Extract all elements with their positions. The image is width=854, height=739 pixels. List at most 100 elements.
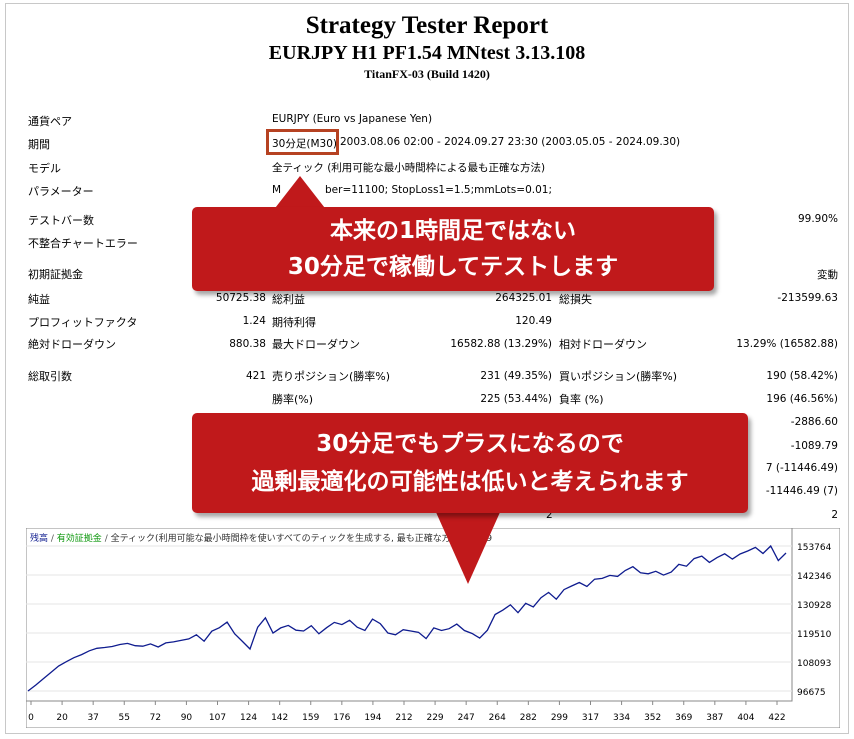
period-value: 2003.08.06 02:00 - 2024.09.27 23:30 (200… <box>340 136 681 148</box>
long-positions-label: 買いポジション(勝率%) <box>559 370 678 383</box>
loss-trades-label: 負率 (%) <box>559 393 604 406</box>
balance-chart: 153764 142346 130928 119510 108093 96675 0 20 3… <box>26 528 840 728</box>
x-tick-label: 159 <box>302 713 319 723</box>
x-tick-label: 264 <box>489 713 506 723</box>
x-tick-label: 299 <box>551 713 568 723</box>
stat-right-2: -1089.79 <box>790 440 838 452</box>
period-label: 期間 <box>28 138 50 151</box>
report-build: TitanFX-03 (Build 1420) <box>364 67 490 81</box>
x-axis-ticks: 0 20 37 55 72 90 107 124 142 159 176 194 212 229 247 26… <box>28 701 786 723</box>
chart-grid <box>26 545 792 692</box>
stat-right-5: 2 <box>831 509 838 521</box>
short-positions-label: 売りポジション(勝率%) <box>272 370 391 383</box>
x-tick-label: 90 <box>181 713 193 723</box>
y-axis-ticks: 153764 142346 130928 119510 108093 96675 <box>797 543 832 698</box>
rel-drawdown-value: 13.29% (16582.88) <box>736 338 838 350</box>
y-tick-label: 142346 <box>797 572 832 582</box>
max-drawdown-value: 16582.88 (13.29%) <box>450 338 552 350</box>
mismatch-label: 不整合チャートエラー <box>28 237 138 250</box>
x-tick-label: 37 <box>87 713 98 723</box>
short-positions-value: 231 (49.35%) <box>480 370 552 382</box>
gross-profit-label: 総利益 <box>272 293 305 306</box>
y-tick-label: 153764 <box>797 543 832 553</box>
x-tick-label: 55 <box>119 713 130 723</box>
report-subtitle: EURJPY H1 PF1.54 MNtest 3.13.108 <box>268 42 586 64</box>
params-value-start: M <box>272 184 282 196</box>
balance-series-line <box>27 544 787 692</box>
params-label: パラメーター <box>28 185 94 198</box>
x-tick-label: 404 <box>737 713 754 723</box>
long-positions-value: 190 (58.42%) <box>766 370 838 382</box>
callout-2-pointer <box>435 510 501 584</box>
y-tick-label: 119510 <box>797 630 832 640</box>
gross-loss-label: 総損失 <box>559 293 592 306</box>
x-tick-label: 369 <box>675 713 692 723</box>
period-timeframe: 30分足(M30) <box>272 138 337 150</box>
legend-balance: 残高 <box>30 534 49 544</box>
stat-right-1: -2886.60 <box>790 416 838 428</box>
timeframe-highlight-box <box>266 129 339 155</box>
stat-mid-5: 2 <box>546 509 553 521</box>
model-value: 全ティック (利用可能な最小時間枠による最も正確な方法) <box>272 162 546 174</box>
abs-drawdown-value: 880.38 <box>229 338 266 350</box>
spread-value: 変動 <box>817 269 838 281</box>
x-tick-label: 20 <box>56 713 68 723</box>
win-trades-value: 225 (53.44%) <box>480 393 552 405</box>
expected-payoff-label: 期待利得 <box>272 316 316 329</box>
x-tick-label: 387 <box>706 713 723 723</box>
x-tick-label: 422 <box>768 713 785 723</box>
callout-1-line-2: 30分足で稼働してテストします <box>287 254 619 280</box>
abs-drawdown-label: 絶対ドローダウン <box>28 338 116 351</box>
x-tick-label: 72 <box>150 713 161 723</box>
gross-loss-value: -213599.63 <box>777 292 838 304</box>
report-title: Strategy Tester Report <box>305 12 549 39</box>
x-tick-label: 0 <box>28 713 34 723</box>
chart-legend: 残高 / 有効証拠金 / 全ティック(利用可能な最小時間枠を使いすべてのティック… <box>30 531 492 544</box>
x-tick-label: 107 <box>209 713 226 723</box>
x-tick-label: 194 <box>364 713 381 723</box>
callout-timeframe-note: 本来の1時間足ではない 30分足で稼働してテストします <box>192 207 714 291</box>
params-value: ber=11100; StopLoss1=1.5;mmLots=0.01; <box>325 184 552 196</box>
x-tick-label: 247 <box>458 713 475 723</box>
y-tick-label: 96675 <box>797 688 826 698</box>
profit-factor-value: 1.24 <box>242 315 266 327</box>
callout-2-line-1: 30分足でもプラスになるので <box>316 431 624 457</box>
legend-model: 全ティック(利用可能な最小時間枠を使いすべてのティックを生成する, 最も正確な方… <box>110 534 464 544</box>
callout-1-line-1: 本来の1時間足ではない <box>329 218 576 244</box>
x-tick-label: 317 <box>582 713 599 723</box>
stat-right-4: -11446.49 (7) <box>765 485 838 497</box>
total-trades-value: 421 <box>245 370 266 382</box>
max-drawdown-label: 最大ドローダウン <box>272 338 360 351</box>
loss-trades-value: 196 (46.56%) <box>766 393 838 405</box>
x-tick-label: 229 <box>426 713 443 723</box>
modelling-quality-value: 99.90% <box>797 213 838 225</box>
legend-equity: 有効証拠金 <box>56 534 102 544</box>
x-tick-label: 334 <box>613 713 630 723</box>
y-tick-label: 130928 <box>797 601 832 611</box>
plot-area <box>26 528 793 702</box>
bars-label: テストバー数 <box>28 214 94 227</box>
total-trades-label: 総取引数 <box>28 370 72 383</box>
x-tick-label: 282 <box>520 713 537 723</box>
x-tick-label: 212 <box>395 713 412 723</box>
expected-payoff-value: 120.49 <box>515 315 552 327</box>
x-tick-label: 124 <box>240 713 257 723</box>
win-trades-label: 勝率(%) <box>272 393 314 406</box>
gross-profit-value: 264325.01 <box>495 292 552 304</box>
symbol-label: 通貨ペア <box>28 115 72 128</box>
y-tick-label: 108093 <box>797 659 831 669</box>
stat-right-3: 7 (-11446.49) <box>765 462 838 474</box>
deposit-label: 初期証拠金 <box>28 268 83 281</box>
profit-factor-label: プロフィットファクタ <box>28 316 138 329</box>
rel-drawdown-label: 相対ドローダウン <box>559 338 647 351</box>
symbol-value: EURJPY (Euro vs Japanese Yen) <box>272 113 433 125</box>
x-tick-label: 176 <box>333 713 350 723</box>
x-tick-label: 352 <box>644 713 661 723</box>
report-frame <box>5 3 849 734</box>
net-profit-value: 50725.38 <box>215 292 266 304</box>
x-tick-label: 142 <box>271 713 288 723</box>
callout-2-line-2: 過剰最適化の可能性は低いと考えられます <box>251 469 689 495</box>
net-profit-label: 純益 <box>28 293 50 306</box>
model-label: モデル <box>28 162 61 175</box>
callout-overfitting-note: 30分足でもプラスになるので 過剰最適化の可能性は低いと考えられます <box>192 413 748 513</box>
